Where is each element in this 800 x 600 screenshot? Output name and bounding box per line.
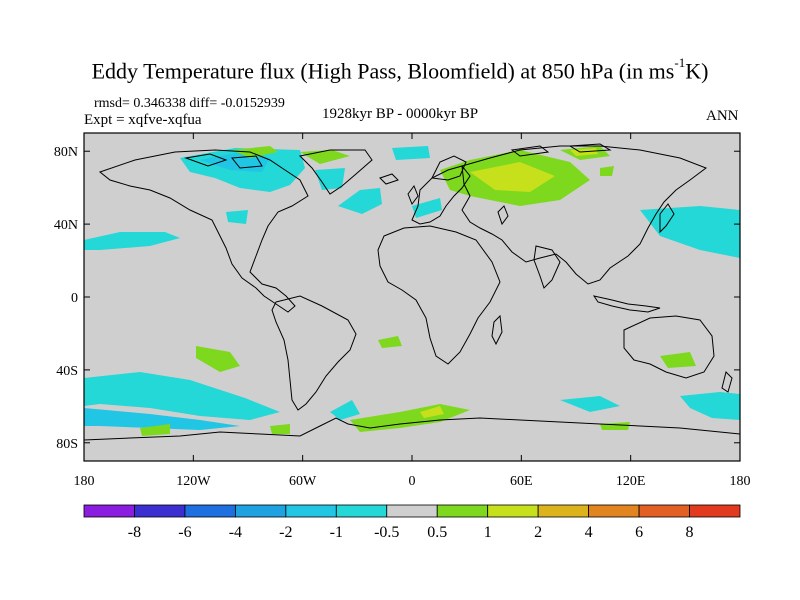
patch-iceland-cyan <box>392 146 430 160</box>
lon-label: 0 <box>409 474 416 489</box>
patch-sind-green <box>660 352 696 368</box>
colorbar-swatch <box>134 504 186 518</box>
coast-asia <box>461 145 708 285</box>
patch-asia-green <box>600 166 614 176</box>
lat-label: 80S <box>56 437 78 452</box>
coast-europe <box>411 165 471 225</box>
coast-india <box>533 245 561 289</box>
stats-text: rmsd= 0.346338 diff= -0.0152939 <box>94 96 285 111</box>
coast-iceland <box>379 173 399 185</box>
season-label: ANN <box>706 108 739 124</box>
patch-labrador-cyan <box>315 168 345 190</box>
patch-europe-cyan <box>412 198 442 218</box>
title-main: Eddy Temperature flux (High Pass, Bloomf… <box>91 58 675 84</box>
lon-label: 180 <box>74 474 95 489</box>
colorbar-swatch <box>537 504 590 518</box>
lon-label: 120W <box>176 474 211 489</box>
colorbar-label: -8 <box>128 524 141 541</box>
colorbar-label: 8 <box>686 524 694 541</box>
patch-satl-green <box>378 336 402 348</box>
lon-label: 60W <box>289 474 317 489</box>
coast-madagascar <box>491 314 503 346</box>
coast-new-zealand <box>721 371 733 393</box>
coast-north-america <box>98 149 309 313</box>
colorbar-swatch <box>285 504 337 518</box>
patch-npac-west-cyan <box>84 232 180 250</box>
period-label: 1928kyr BP - 0000kyr BP <box>322 106 479 122</box>
coast-arctic-islands <box>184 143 612 169</box>
patch-spac-green <box>196 346 240 372</box>
colorbar-label: 4 <box>585 524 593 541</box>
lat-label: 40S <box>56 364 78 379</box>
colorbar-label: -0.5 <box>374 524 399 541</box>
patch-eurasia-yellow <box>470 162 555 192</box>
colorbar-swatch <box>386 504 438 518</box>
colorbar-swatch <box>487 504 539 518</box>
patch-southern-green-3 <box>270 424 290 434</box>
lat-label: 40N <box>54 218 78 233</box>
coastlines <box>83 143 741 441</box>
coast-uk <box>407 184 419 206</box>
coast-australia <box>623 315 715 379</box>
patch-southern-cyan-1 <box>84 372 280 420</box>
colorbar-swatch <box>638 504 690 518</box>
patch-natl-cyan <box>338 188 382 214</box>
patch-southern-yellow-1 <box>420 406 444 418</box>
colorbar-label: -4 <box>229 524 242 541</box>
colorbar-label: -6 <box>178 524 191 541</box>
anomaly-patches <box>84 146 740 436</box>
colorbar-swatch <box>184 504 236 518</box>
title-superscript: -1 <box>674 55 686 70</box>
coast-japan <box>659 203 675 234</box>
plot-title: Eddy Temperature flux (High Pass, Bloomf… <box>0 55 800 84</box>
patch-npac-east-cyan <box>640 206 740 258</box>
colorbar-label: -1 <box>330 524 343 541</box>
patch-southern-cyan-3 <box>330 400 360 420</box>
coast-antarctica <box>83 417 741 441</box>
axes: 80N 40N 0 40S 80S 180 120W 60W 0 60E 120E 180 <box>54 133 751 489</box>
patch-pacific-small-cyan <box>226 210 248 224</box>
colorbar-swatch <box>234 504 287 518</box>
coast-caspian <box>497 205 509 226</box>
coast-south-america <box>271 295 357 411</box>
coast-africa <box>377 225 501 365</box>
lon-label: 120E <box>616 474 646 489</box>
patch-southern-cyan-2 <box>84 408 240 430</box>
experiment-label: Expt = xqfve-xqfua <box>84 112 202 128</box>
colorbar-swatch <box>689 504 741 518</box>
colorbar-swatch <box>83 504 135 518</box>
colorbar-swatch <box>335 504 388 518</box>
lon-label: 60E <box>510 474 533 489</box>
lat-label: 0 <box>71 291 78 306</box>
colorbar-swatch <box>436 504 489 518</box>
colorbar-label: 0.5 <box>427 524 447 541</box>
patch-southern-cyan-4 <box>560 396 620 412</box>
title-end: K) <box>685 58 709 84</box>
colorbar-label: 1 <box>484 524 492 541</box>
patch-southern-cyan-5 <box>680 392 740 420</box>
patch-southern-green-2 <box>140 424 170 436</box>
colorbar-swatch <box>588 504 640 518</box>
coast-scandinavia <box>431 155 467 181</box>
lon-label: 180 <box>730 474 751 489</box>
coast-greenland <box>298 149 373 195</box>
lat-label: 80N <box>54 145 78 160</box>
colorbar-label: 6 <box>635 524 643 541</box>
patch-greenland-green <box>232 146 278 158</box>
colorbar: -8 -6 -4 -2 -1 -0.5 0.5 1 2 4 6 8 <box>83 504 741 541</box>
colorbar-label: 2 <box>534 524 542 541</box>
colorbar-label: -2 <box>279 524 292 541</box>
coast-indonesia <box>592 295 661 313</box>
